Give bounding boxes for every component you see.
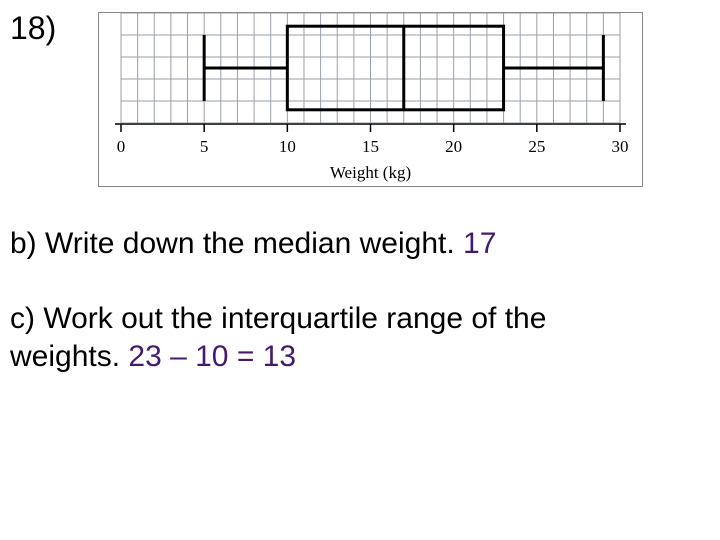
tick-label: 15 (362, 137, 379, 157)
part-b-prompt: b) Write down the median weight. (10, 227, 463, 260)
part-c-line2-prefix: weights. (10, 340, 128, 373)
axis-title: Weight (kg) (330, 163, 411, 183)
tick-label: 0 (117, 137, 126, 157)
tick-label: 20 (445, 137, 462, 157)
part-c: c) Work out the interquartile range of t… (10, 300, 700, 375)
boxplot-chart: Weight (kg) 0 5 10 15 20 25 30 (98, 12, 643, 187)
part-c-line1: c) Work out the interquartile range of t… (10, 302, 546, 335)
question-number: 18) (10, 10, 56, 47)
tick-label: 25 (528, 137, 545, 157)
part-b: b) Write down the median weight. 17 (10, 225, 700, 263)
tick-label: 30 (612, 137, 629, 157)
boxplot-axis: Weight (kg) 0 5 10 15 20 25 30 (99, 123, 642, 188)
tick-label: 5 (200, 137, 209, 157)
part-c-answer: 23 – 10 = 13 (128, 340, 296, 373)
part-b-answer: 17 (463, 227, 496, 260)
tick-label: 10 (279, 137, 296, 157)
boxplot-grid (99, 13, 642, 123)
